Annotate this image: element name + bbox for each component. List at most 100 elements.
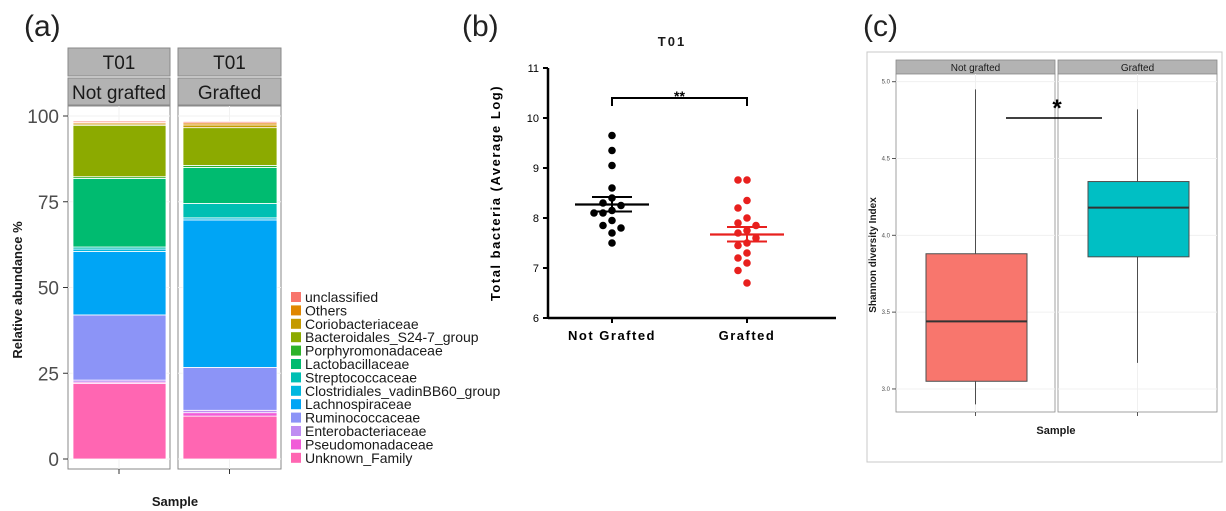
significance-bracket — [611, 97, 748, 106]
data-point-not-grafted — [608, 184, 616, 192]
panel-c-letter: (c) — [863, 10, 898, 43]
y-axis-title: Relative abundance % — [10, 221, 25, 359]
significance-label: * — [1052, 95, 1062, 122]
bar-segment-lactobacillaceae — [72, 178, 167, 248]
data-point-grafted — [752, 234, 760, 242]
y-tick-label: 3.0 — [882, 387, 891, 393]
facet-strip-label: Grafted — [198, 83, 261, 104]
bar-segment-unknown-family — [182, 415, 278, 460]
facet-strip-bottom — [177, 77, 282, 106]
facet-strip-top — [67, 47, 171, 77]
legend-swatch-porphyromonadaceae — [291, 345, 301, 356]
data-point-grafted — [743, 259, 751, 267]
legend-swatch-pseudomonadaceae — [291, 439, 301, 450]
y-tick-label: 8 — [533, 213, 539, 225]
legend-label-others: Others — [305, 302, 347, 318]
y-tick-label: 50 — [38, 279, 59, 300]
x-tick-label-not-grafted: Not Grafted — [568, 328, 656, 343]
legend-swatch-lactobacillaceae — [291, 359, 301, 369]
bar-segment-lachnospiraceae — [72, 251, 167, 316]
data-point-not-grafted — [599, 221, 607, 230]
y-tick-label: 10 — [527, 113, 539, 125]
legend-label-lachnospiraceae: Lachnospiraceae — [305, 396, 412, 412]
data-point-grafted — [743, 214, 751, 222]
legend-swatch-unknown-family — [291, 452, 301, 463]
y-tick-label: 25 — [38, 364, 59, 385]
box-not-grafted — [925, 253, 1028, 382]
y-tick-label: 11 — [528, 63, 539, 75]
bar-segment-ruminococcaceae — [182, 367, 278, 411]
legend-label-ruminococcaceae: Ruminococcaceae — [305, 410, 420, 426]
data-point-not-grafted — [617, 224, 625, 232]
data-point-grafted — [743, 176, 751, 184]
bar-segment-lactobacillaceae — [182, 167, 278, 204]
bar-segment-streptococcaceae — [182, 203, 278, 219]
facet-strip-top — [177, 47, 282, 77]
legend-swatch-enterobacteriaceae — [291, 426, 301, 436]
y-tick-label: 0 — [48, 450, 59, 471]
data-point-not-grafted — [599, 209, 607, 217]
bar-segment-bacteroidales-s24-7-group — [182, 127, 278, 166]
chart-title: T01 — [658, 34, 686, 49]
y-tick-label: 6 — [533, 313, 539, 325]
legend-label-porphyromonadaceae: Porphyromonadaceae — [305, 343, 443, 359]
y-tick-label: 4.0 — [882, 233, 891, 239]
data-point-grafted — [734, 229, 742, 237]
data-point-not-grafted — [608, 229, 616, 237]
data-point-grafted — [743, 279, 751, 287]
y-tick-label: 75 — [38, 193, 59, 214]
panel-b-letter: (b) — [462, 10, 499, 43]
facet-strip-label: Grafted — [1121, 63, 1154, 74]
legend-swatch-others — [291, 305, 301, 316]
facet-strip-top-label: T01 — [213, 53, 246, 74]
data-point-not-grafted — [608, 161, 616, 170]
data-point-grafted — [734, 219, 742, 227]
legend-label-clostridiales-vadinbb60-group: Clostridiales_vadinBB60_group — [305, 383, 501, 399]
y-tick-label: 3.5 — [882, 310, 891, 316]
data-point-grafted — [734, 176, 742, 184]
data-point-grafted — [734, 204, 742, 212]
box-grafted — [1087, 181, 1190, 258]
data-point-grafted — [752, 221, 760, 230]
panel-b-dot-plot: T01 6 7 8 9 10 11 Total bacteria (Average Log) N… — [488, 34, 836, 343]
facet-strip-top-label: T01 — [103, 53, 136, 74]
data-point-not-grafted — [599, 199, 607, 207]
data-point-not-grafted — [590, 209, 598, 217]
legend-label-streptococcaceae: Streptococcaceae — [305, 369, 417, 385]
data-point-grafted — [743, 196, 751, 205]
data-point-grafted — [734, 241, 742, 250]
y-tick-label: 7 — [533, 263, 539, 275]
bar-segment-coriobacteriaceae — [182, 124, 278, 129]
data-point-not-grafted — [608, 239, 616, 247]
data-point-grafted — [734, 254, 742, 262]
bar-segment-unclassified — [72, 120, 167, 123]
legend-label-bacteroidales-s24-7-group: Bacteroidales_S24-7_group — [305, 329, 479, 345]
panel-a-letter: (a) — [24, 10, 61, 43]
bar-segment-ruminococcaceae — [72, 314, 167, 381]
panel-frame — [866, 51, 1223, 463]
legend-label-pseudomonadaceae: Pseudomonadaceae — [305, 436, 434, 452]
y-axis-title: Total bacteria (Average Log) — [488, 85, 503, 301]
legend-label-unknown-family: Unknown_Family — [305, 450, 412, 466]
bar-segment-pseudomonadaceae — [182, 412, 278, 417]
legend-swatch-unclassified — [291, 292, 301, 302]
legend-swatch-coriobacteriaceae — [291, 318, 301, 329]
facet-strip-label: Not grafted — [72, 83, 166, 104]
panel-a-stacked-bar-chart: T01 Not grafted T01 Grafted 0 25 50 75 100 Relati… — [10, 47, 501, 509]
panel-c-box-plot: Not grafted Grafted 3.0 3.5 4.0 4.5 5.0 Shannon… — [866, 51, 1223, 463]
y-tick-label: 100 — [27, 107, 59, 128]
y-tick-label: 9 — [533, 163, 539, 175]
data-point-not-grafted — [608, 216, 616, 225]
legend-swatch-lachnospiraceae — [291, 399, 301, 410]
y-axis-title: Shannon diversity Index — [868, 197, 879, 313]
data-point-grafted — [734, 266, 742, 275]
legend-swatch-bacteroidales-s24-7-group — [291, 332, 301, 343]
legend-swatch-streptococcaceae — [291, 372, 301, 383]
bar-segment-unknown-family — [72, 383, 167, 460]
legend-swatch-clostridiales-vadinbb60-group — [291, 385, 301, 396]
data-point-not-grafted — [608, 146, 616, 155]
legend-label-lactobacillaceae: Lactobacillaceae — [305, 356, 410, 372]
facet-strip-label: Not grafted — [951, 63, 1000, 74]
y-tick-label: 4.5 — [882, 157, 891, 163]
